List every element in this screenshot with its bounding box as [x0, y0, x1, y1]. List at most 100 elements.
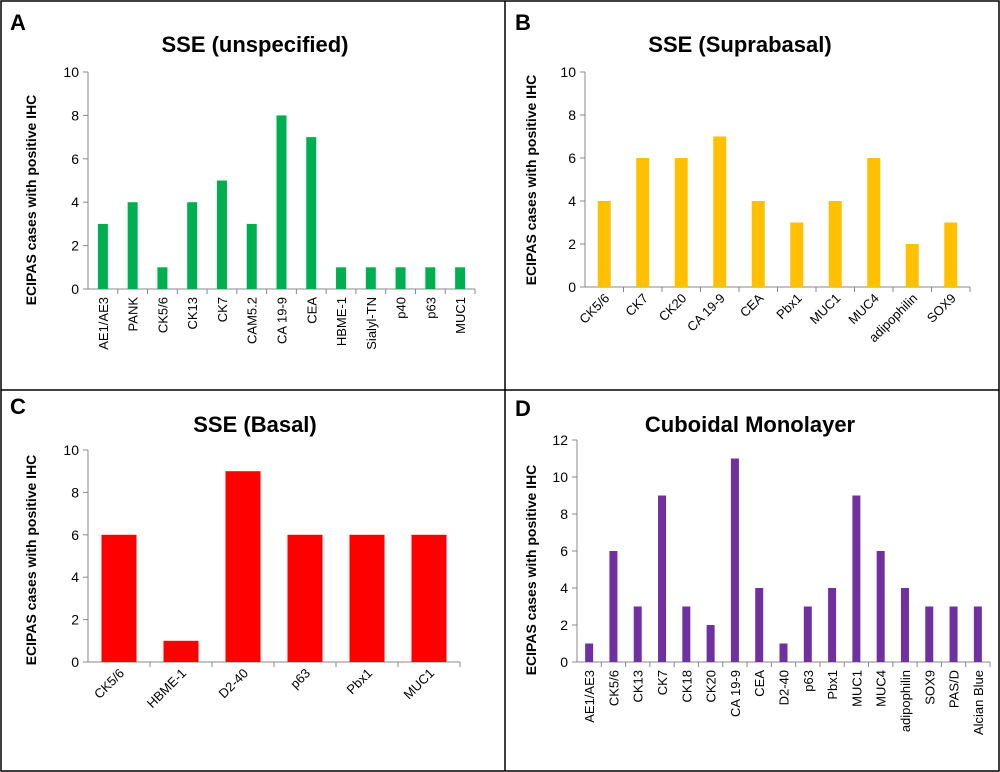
panel-b-y-tick-label: 2: [568, 236, 576, 252]
panel-d-bar: [682, 606, 691, 662]
panel-a-bar: [336, 267, 347, 289]
panel-b-x-tick-label: Pbx1: [773, 291, 805, 323]
panel-d-bar: [925, 606, 934, 662]
panel-d-y-axis-label: ECIPAS cases with positive IHC: [523, 465, 539, 676]
panel-d-x-tick-label: CK5/6: [606, 670, 621, 706]
panel-d-bar: [900, 588, 909, 662]
panel-a-bar: [365, 267, 376, 289]
panel-b-y-axis-label: ECIPAS cases with positive IHC: [523, 75, 539, 286]
panel-a-title: SSE (unspecified): [161, 32, 348, 57]
panel-d-x-tick-label: Alcian Blue: [971, 670, 986, 735]
panel-a-bar: [97, 223, 108, 289]
panel-c-bar: [287, 534, 323, 662]
panel-d-x-tick-label: p63: [801, 670, 816, 692]
panel-b-bar: [751, 201, 765, 287]
panel-a-bar: [216, 180, 227, 289]
panel-d-x-tick-label: PAS/D: [947, 670, 962, 708]
panel-a-y-tick-label: 8: [71, 107, 79, 123]
panel-b-y-tick-label: 10: [560, 64, 576, 80]
panel-d-y-tick-label: 0: [560, 654, 568, 670]
panel-d-y-tick-label: 12: [552, 432, 568, 448]
panel-b-title: SSE (Suprabasal): [648, 32, 831, 57]
panel-b-x-tick-label: MUC1: [807, 291, 844, 328]
panel-a-x-tick-label: HBME-1: [334, 297, 349, 346]
panel-a-x-tick-label: CK5/6: [155, 297, 170, 333]
panel-d-x-tick-label: adipophilin: [898, 670, 913, 732]
panel-b-y-tick-label: 6: [568, 150, 576, 166]
panel-c-y-tick-label: 10: [63, 442, 79, 458]
panel-d-bar: [755, 588, 764, 662]
panel-d-bar: [609, 551, 618, 662]
panel-a-x-tick-label: p63: [423, 297, 438, 319]
panel-d-x-tick-label: D2-40: [777, 670, 792, 705]
panel-a-bar: [157, 267, 168, 289]
panel-c-y-tick-label: 8: [71, 484, 79, 500]
panel-c-y-axis-label: ECIPAS cases with positive IHC: [23, 455, 39, 666]
panel-b-x-tick-label: CK5/6: [576, 291, 612, 327]
panel-d-bar: [585, 643, 594, 662]
panel-b: B SSE (Suprabasal) ECIPAS cases with posit…: [515, 10, 971, 345]
panel-d: D Cuboidal Monolayer ECIPAS cases with pos…: [515, 396, 991, 735]
panel-d-y-tick-label: 10: [552, 469, 568, 485]
panel-b-y-tick-label: 0: [568, 279, 576, 295]
panel-b-x-tick-label: SOX9: [924, 291, 959, 326]
panel-d-x-tick-label: CA 19-9: [728, 670, 743, 717]
panel-d-x-tick-label: CK18: [679, 670, 694, 703]
panel-d-title: Cuboidal Monolayer: [645, 412, 856, 437]
panel-b-bar: [636, 158, 650, 287]
panel-c-y-tick-label: 0: [71, 654, 79, 670]
panel-b-letter: B: [515, 10, 531, 35]
panel-a-y-axis-label: ECIPAS cases with positive IHC: [23, 95, 39, 306]
panel-c-bar: [163, 640, 199, 662]
panel-a-x-tick-label: p40: [394, 297, 409, 319]
panel-c-y-tick-label: 6: [71, 527, 79, 543]
panel-c-x-tick-label: MUC1: [400, 666, 437, 703]
panel-b-bar: [790, 222, 804, 287]
panel-a-bar: [187, 202, 198, 289]
panel-b-x-tick-label: CK7: [622, 291, 650, 319]
panel-a-bar: [425, 267, 436, 289]
panel-a-x-tick-label: CA 19-9: [275, 297, 290, 344]
panel-d-bar: [779, 643, 788, 662]
panel-c-title: SSE (Basal): [193, 412, 317, 437]
panel-d-letter: D: [515, 396, 531, 421]
panel-b-bar: [944, 222, 958, 287]
panel-d-x-tick-label: MUC4: [874, 670, 889, 707]
panel-c-y-tick-label: 4: [71, 569, 79, 585]
panel-a-x-tick-label: AE1/AE3: [96, 297, 111, 350]
panel-d-x-tick-label: CK13: [631, 670, 646, 703]
panel-d-y-tick-label: 4: [560, 580, 568, 596]
panel-a-letter: A: [10, 10, 26, 35]
panel-b-x-tick-label: CK20: [656, 291, 690, 325]
panel-d-x-tick-label: AE1/AE3: [582, 670, 597, 723]
panel-c-bar: [349, 534, 385, 662]
panel-d-x-tick-label: SOX9: [922, 670, 937, 705]
panel-b-y-tick-label: 8: [568, 107, 576, 123]
panel-c-x-tick-label: p63: [287, 666, 313, 692]
panel-a-bar: [395, 267, 406, 289]
panel-b-x-tick-label: CEA: [737, 290, 767, 320]
panel-a-x-tick-label: CK13: [185, 297, 200, 330]
panel-d-bar: [706, 625, 715, 662]
panel-a-bar: [127, 202, 138, 289]
panel-a-bar: [455, 267, 466, 289]
panel-d-bar: [973, 606, 982, 662]
panel-a: A SSE (unspecified) ECIPAS cases with posi…: [10, 10, 476, 350]
panel-a-x-tick-label: CEA: [304, 297, 319, 324]
panel-a-x-tick-label: PANK: [126, 297, 141, 332]
panel-d-bar: [730, 458, 739, 662]
panel-c-x-tick-label: D2-40: [215, 666, 251, 702]
panel-c-bar: [225, 471, 261, 662]
panel-a-x-tick-label: MUC1: [453, 297, 468, 334]
panel-d-bar: [949, 606, 958, 662]
panel-d-y-tick-label: 8: [560, 506, 568, 522]
panel-b-bar: [713, 136, 727, 287]
panel-d-x-tick-label: MUC1: [849, 670, 864, 707]
panel-a-bar: [246, 223, 257, 289]
panel-c: C SSE (Basal) ECIPAS cases with positive I…: [10, 394, 461, 711]
panel-a-bar: [276, 115, 287, 290]
panel-c-x-tick-label: HBME-1: [144, 666, 189, 711]
panel-a-x-tick-label: Sialyl-TN: [364, 297, 379, 350]
